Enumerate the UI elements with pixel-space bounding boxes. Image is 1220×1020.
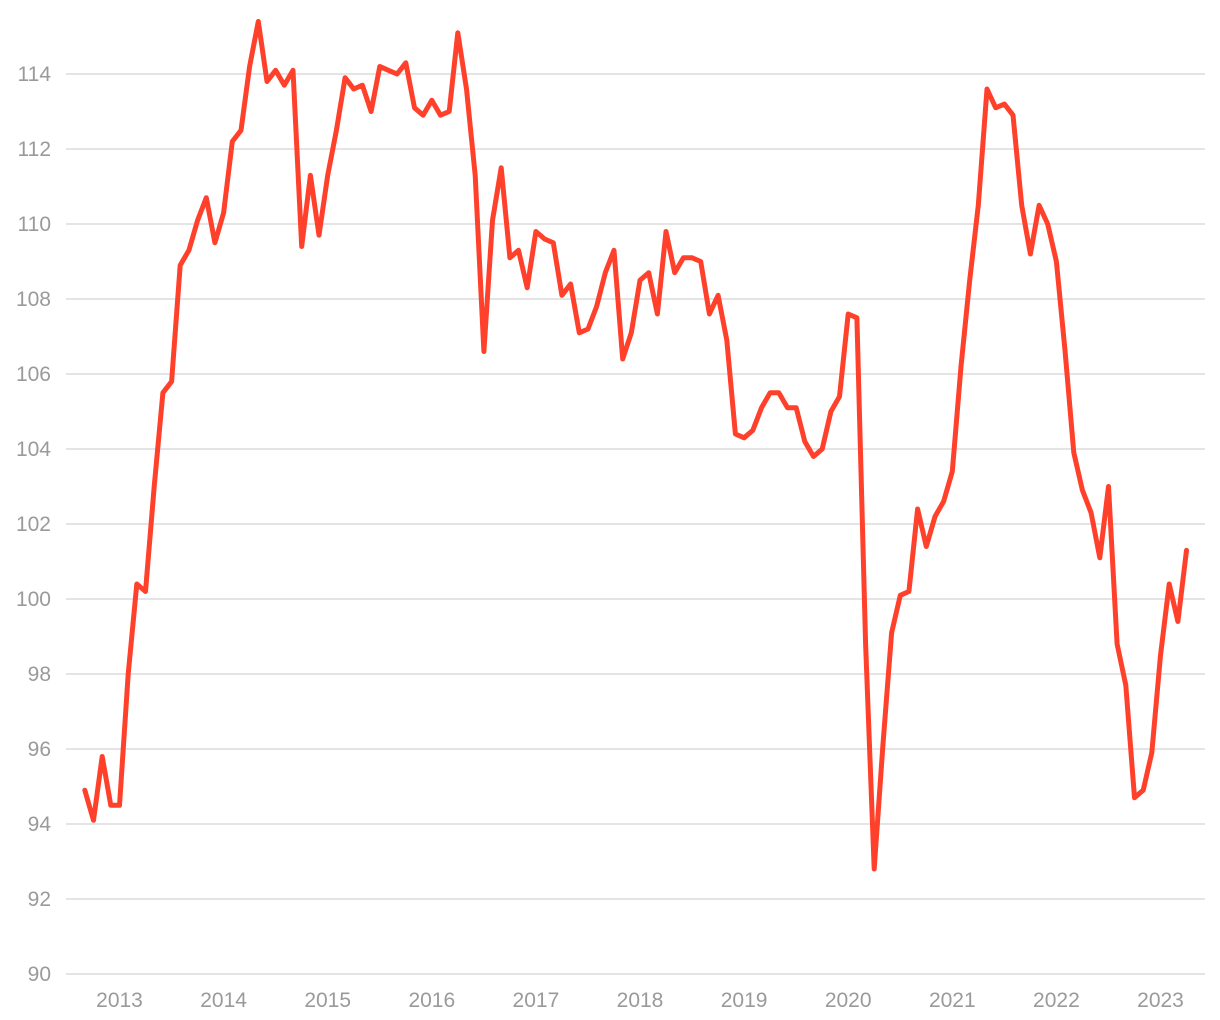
y-tick-label-110: 110: [18, 213, 51, 236]
x-tick-label-2017: 2017: [513, 989, 560, 1012]
y-tick-label-90: 90: [28, 963, 51, 986]
y-tick-label-92: 92: [28, 888, 51, 911]
y-tick-label-102: 102: [16, 513, 51, 536]
y-tick-label-98: 98: [28, 663, 51, 686]
x-tick-label-2023: 2023: [1137, 989, 1184, 1012]
y-tick-label-112: 112: [18, 138, 51, 161]
y-tick-label-104: 104: [16, 438, 51, 461]
y-tick-label-94: 94: [28, 813, 52, 836]
x-tick-label-2016: 2016: [408, 989, 455, 1012]
series-line-1: [82, 19, 1189, 872]
y-tick-label-108: 108: [16, 288, 51, 311]
x-tick-label-2019: 2019: [721, 989, 768, 1012]
y-tick-label-96: 96: [28, 738, 51, 761]
x-tick-label-2018: 2018: [617, 989, 664, 1012]
x-tick-label-2021: 2021: [929, 989, 976, 1012]
y-tick-label-114: 114: [18, 63, 52, 86]
x-axis-tick-labels: 2013 2014 2015 2016 2017 2018 2019 2020 2021 2022…: [96, 989, 1184, 1012]
x-tick-label-2020: 2020: [825, 989, 872, 1012]
x-tick-label-2015: 2015: [304, 989, 351, 1012]
gridlines: [66, 73, 1205, 975]
y-tick-label-106: 106: [16, 363, 51, 386]
x-tick-label-2013: 2013: [96, 989, 143, 1012]
x-tick-label-2022: 2022: [1033, 989, 1080, 1012]
x-tick-label-2014: 2014: [200, 989, 247, 1012]
y-tick-label-100: 100: [16, 588, 51, 611]
y-axis-tick-labels: 90 92 94 96 98 100 102 104 106 108 110 112 114: [16, 63, 51, 986]
series-layer: [82, 19, 1189, 872]
